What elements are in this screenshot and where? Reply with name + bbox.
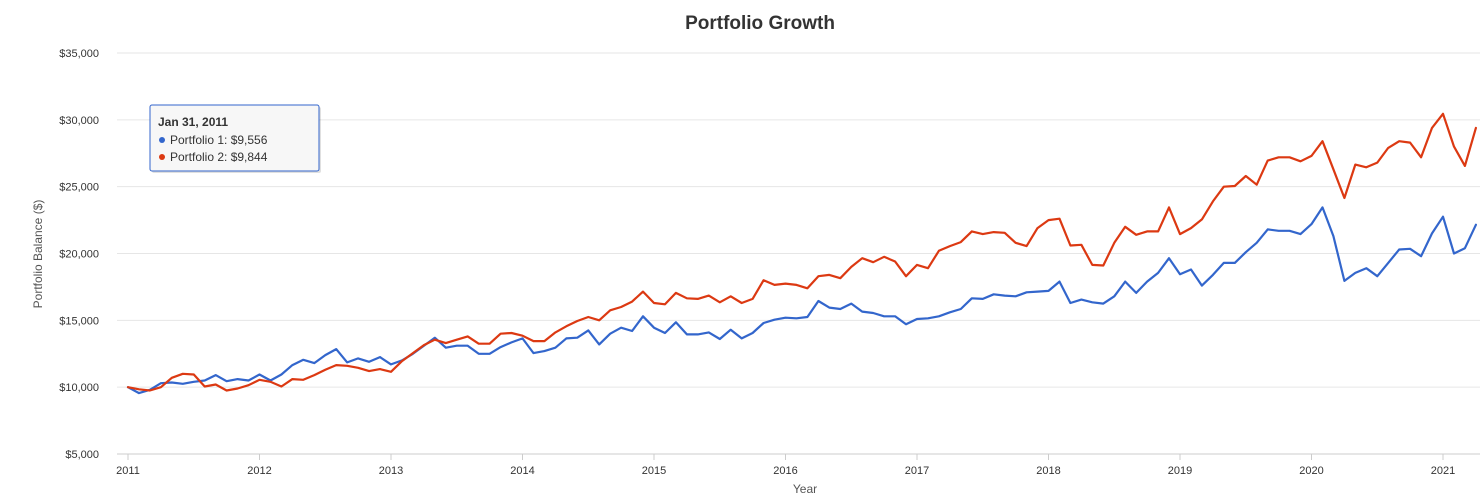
tooltip: Jan 31, 2011 Portfolio 1: $9,556 Portfol… [149,104,321,173]
x-axis-title: Year [793,482,817,495]
series-line-portfolio-1 [126,206,1478,395]
y-tick-label: $5,000 [65,449,99,461]
x-tick-label: 2017 [905,465,929,477]
x-tick-label: 2018 [1036,465,1060,477]
x-tick-label: 2013 [379,465,403,477]
x-tick-label: 2016 [773,465,797,477]
tooltip-row-portfolio-2: Portfolio 2: $9,844 [170,150,268,164]
x-tick-label: 2019 [1168,465,1192,477]
y-tick-label: $20,000 [59,249,99,261]
x-tick-label: 2014 [510,465,534,477]
y-tick-label: $35,000 [59,48,99,60]
gridlines [117,52,1480,455]
tooltip-row-portfolio-1: Portfolio 1: $9,556 [170,133,268,147]
y-tick-label: $10,000 [59,382,99,394]
x-tick-label: 2011 [116,465,140,477]
x-tick-label: 2021 [1431,465,1455,477]
y-tick-label: $30,000 [59,115,99,127]
x-axis: 2011 2012 2013 2014 2015 2016 2017 2018 2019 2020… [116,454,1455,477]
chart-title: Portfolio Growth [685,13,835,34]
series-lines [126,112,1478,395]
series-line-portfolio-2 [126,112,1478,392]
tooltip-box [149,104,320,172]
y-tick-label: $25,000 [59,182,99,194]
tooltip-marker-portfolio-2 [159,154,165,160]
y-axis: $5,000 $10,000 $15,000 $20,000 $25,000 $30,00… [59,48,99,461]
tooltip-marker-portfolio-1 [159,137,165,143]
y-axis-title: Portfolio Balance ($) [31,200,45,309]
x-tick-label: 2012 [247,465,271,477]
y-tick-label: $15,000 [59,315,99,327]
tooltip-date: Jan 31, 2011 [158,115,228,129]
x-tick-label: 2020 [1299,465,1323,477]
x-tick-label: 2015 [642,465,666,477]
